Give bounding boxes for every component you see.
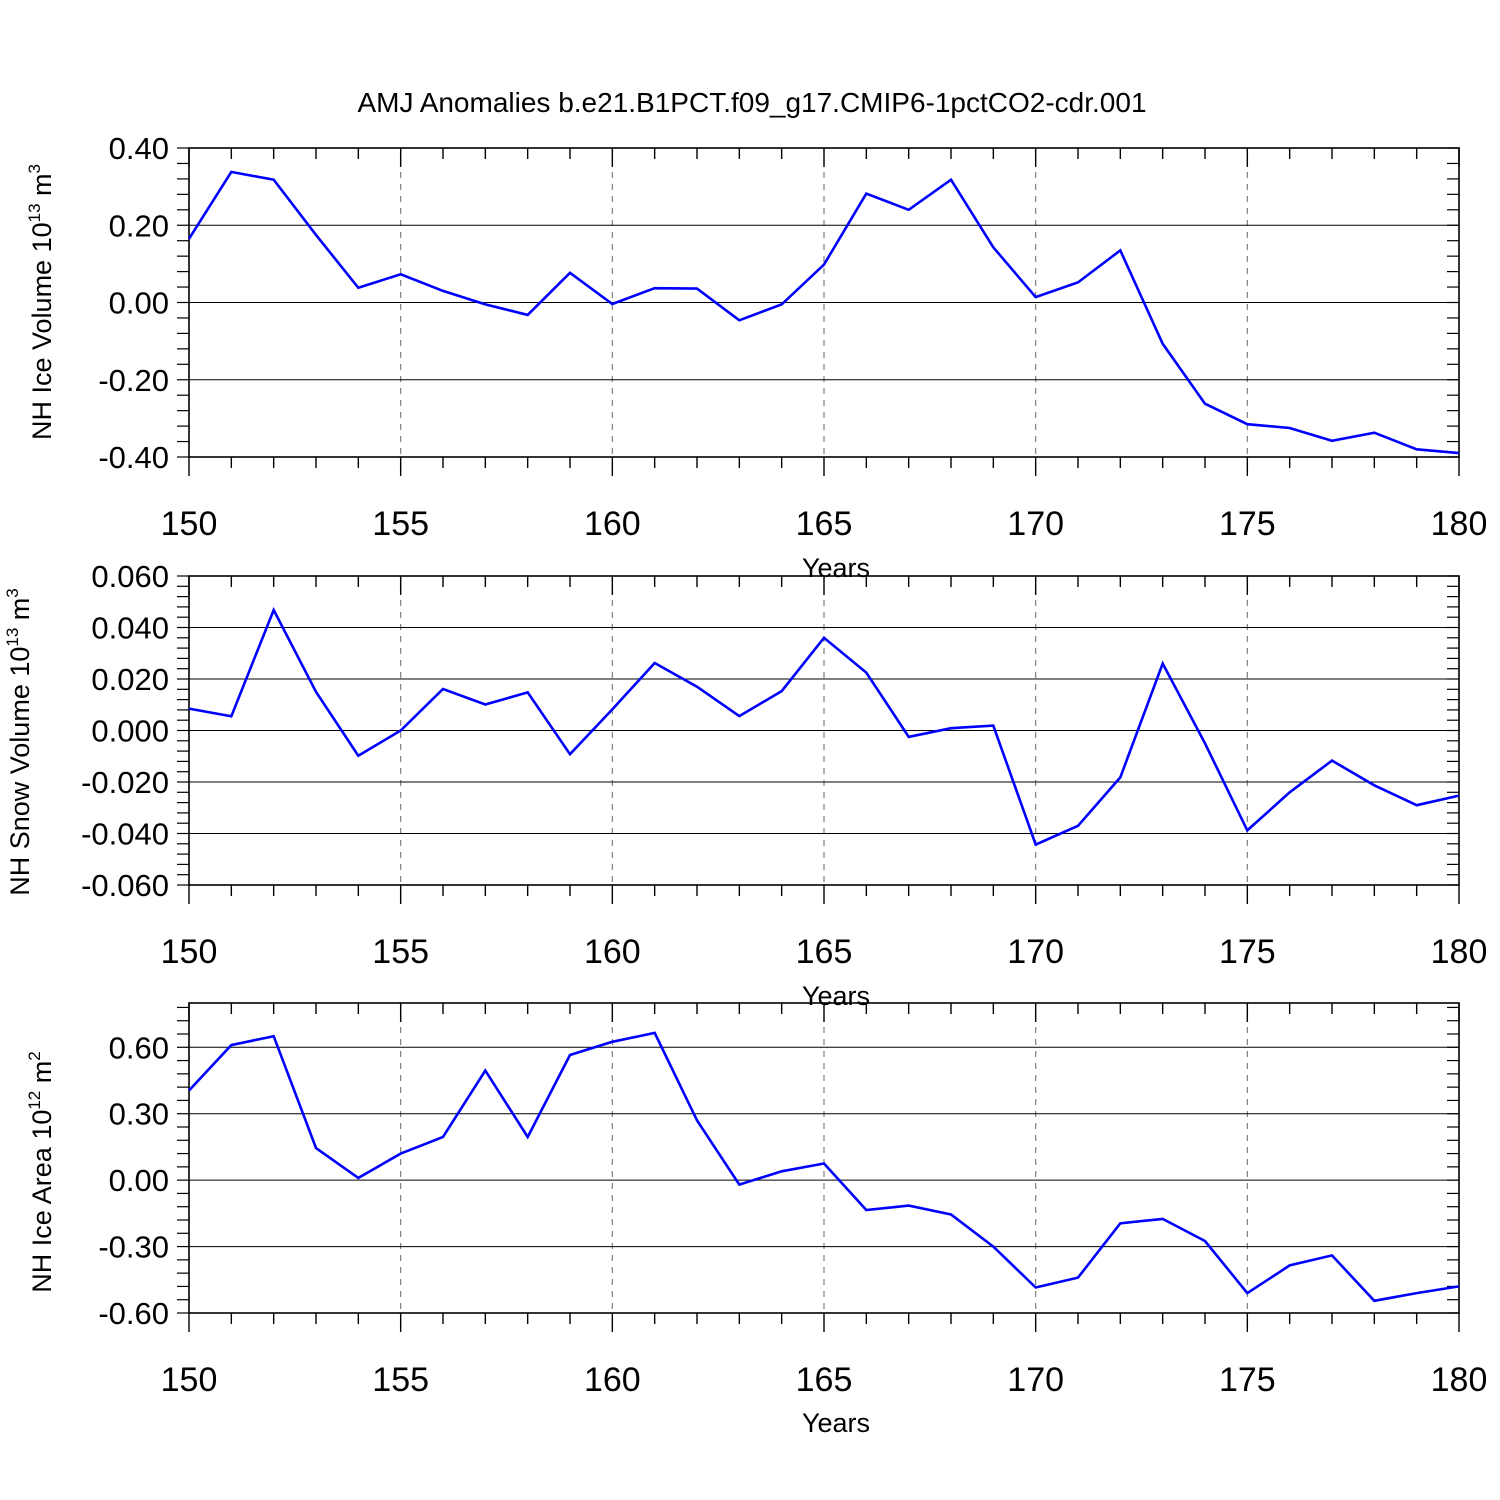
x-tick-label: 175 — [1219, 505, 1276, 543]
plot-frame — [188, 1002, 1460, 1314]
panel-3: -0.60 -0.30 0.00 0.30 0.60 150 155 160 165 170 175… — [25, 1002, 1488, 1438]
y-tick-label: -0.20 — [98, 363, 169, 398]
panel-2: -0.060 -0.040 -0.020 0.000 0.020 0.040 0.060 15… — [3, 559, 1487, 1011]
y-tick-label: -0.30 — [98, 1230, 169, 1265]
x-tick-label: 170 — [1007, 933, 1064, 971]
y-tick-label: 0.00 — [109, 1163, 169, 1198]
y-axis-label: NH Ice Volume 1013 m3 — [25, 164, 57, 440]
panel-1: -0.40 -0.20 0.00 0.20 0.40 150 155 160 165 170 175… — [25, 131, 1487, 583]
x-tick-label: 150 — [161, 505, 218, 543]
y-tick-label: 0.30 — [109, 1097, 169, 1132]
y-tick-label: 0.40 — [109, 131, 169, 166]
x-tick-label: 180 — [1431, 505, 1488, 543]
x-tick-label: 165 — [796, 1361, 853, 1399]
x-tick-label: 170 — [1007, 1361, 1064, 1399]
y-tick-label: -0.060 — [81, 868, 169, 903]
x-tick-label: 175 — [1219, 1361, 1276, 1399]
figure-title: AMJ Anomalies b.e21.B1PCT.f09_g17.CMIP6-… — [357, 87, 1146, 118]
x-tick-label: 150 — [161, 1361, 218, 1399]
y-tick-label: -0.40 — [98, 440, 169, 475]
y-tick-label: 0.040 — [91, 611, 169, 646]
x-tick-label: 160 — [584, 505, 641, 543]
x-tick-label: 155 — [372, 1361, 429, 1399]
y-tick-label: 0.00 — [109, 286, 169, 321]
y-tick-label: 0.020 — [91, 662, 169, 697]
y-tick-label: 0.060 — [91, 559, 169, 594]
x-tick-label: 150 — [161, 933, 218, 971]
y-tick-label: -0.020 — [81, 765, 169, 800]
x-tick-label: 160 — [584, 933, 641, 971]
x-tick-label: 165 — [796, 933, 853, 971]
x-tick-label: 175 — [1219, 933, 1276, 971]
y-tick-label: 0.000 — [91, 714, 169, 749]
y-tick-label: -0.60 — [98, 1296, 169, 1331]
x-tick-label: 170 — [1007, 505, 1064, 543]
y-tick-label: 0.60 — [109, 1030, 169, 1065]
y-axis-label: NH Snow Volume 1013 m3 — [3, 588, 35, 896]
x-axis-label: Years — [802, 1408, 870, 1438]
x-tick-label: 160 — [584, 1361, 641, 1399]
x-tick-label: 180 — [1431, 1361, 1488, 1399]
y-tick-label: -0.040 — [81, 817, 169, 852]
y-tick-label: 0.20 — [109, 208, 169, 243]
x-tick-label: 180 — [1431, 933, 1488, 971]
series-line — [188, 1031, 1460, 1303]
x-axis-label: Years — [802, 981, 870, 1011]
series-line — [188, 606, 1460, 847]
series-line — [187, 170, 1460, 455]
x-tick-label: 165 — [796, 505, 853, 543]
x-tick-label: 155 — [372, 933, 429, 971]
x-axis-label: Years — [802, 553, 870, 583]
x-tick-label: 155 — [372, 505, 429, 543]
y-axis-label: NH Ice Area 1012 m2 — [25, 1051, 57, 1292]
